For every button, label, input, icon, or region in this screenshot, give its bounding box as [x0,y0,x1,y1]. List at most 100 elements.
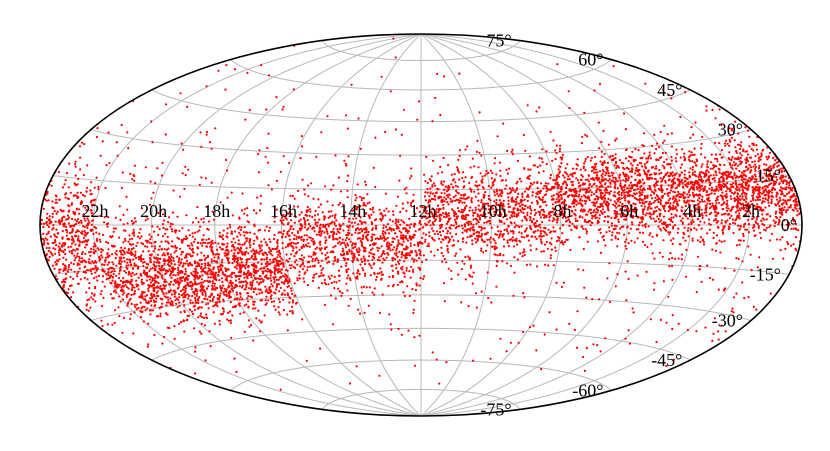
star-point [704,156,707,159]
star-point [748,176,751,180]
star-point [174,274,177,277]
star-point [303,245,306,248]
star-point [730,197,733,200]
star-point [702,171,705,175]
star-point [520,225,523,228]
star-point [669,231,672,234]
star-point [748,163,751,167]
star-point [756,189,759,192]
star-point [472,226,475,229]
star-point [747,129,750,132]
star-point [581,135,584,138]
star-point [132,258,135,261]
star-point [422,254,425,257]
star-point [587,190,591,194]
star-point [637,168,640,171]
star-point [525,227,528,230]
star-point [661,164,664,167]
star-point [785,223,788,226]
star-point [480,154,483,157]
star-point [360,227,363,230]
star-point [445,261,448,264]
star-point [327,260,331,264]
star-point [507,196,510,199]
star-point [429,224,432,227]
star-point [629,181,633,184]
star-point [458,171,461,174]
star-point [792,243,795,246]
star-point [461,227,464,230]
star-point [675,153,679,156]
star-point [338,279,341,282]
star-point [775,216,779,219]
star-point [564,171,567,174]
star-point [645,157,648,160]
star-point [592,201,595,204]
star-point [720,187,723,190]
star-point [668,174,671,178]
star-point [777,164,780,167]
star-point [208,330,211,333]
star-point [672,178,675,181]
star-point [713,192,716,195]
star-point [728,175,732,178]
star-point [626,166,629,169]
star-point [293,255,296,258]
star-point [411,257,414,260]
star-point [360,258,363,261]
star-point [792,199,795,203]
star-point [147,250,150,253]
star-point [778,171,781,174]
star-point [674,213,677,216]
star-point [243,208,246,211]
star-point [604,197,607,200]
star-point [635,208,638,211]
star-point [546,247,550,250]
star-point [693,153,696,156]
star-point [406,231,409,234]
star-point [107,241,110,245]
star-point [354,245,357,248]
star-point [445,227,448,230]
star-point [562,193,565,196]
star-point [627,232,631,235]
star-point [674,191,677,194]
star-point [452,179,455,182]
star-point [549,177,552,180]
star-point [524,149,527,152]
star-point [358,237,361,240]
star-point [763,228,766,231]
star-point [715,219,718,222]
star-point [334,245,337,248]
star-point [778,204,781,208]
star-point [595,201,598,204]
star-point [165,280,168,283]
star-point [263,238,266,241]
star-point [672,216,675,219]
star-point [356,237,359,240]
star-point [740,178,743,181]
star-point [663,167,666,170]
star-point [733,161,736,164]
star-point [551,159,554,162]
star-point [619,213,622,216]
star-point [300,245,303,249]
star-point [600,194,603,197]
star-point [231,271,234,274]
star-point [461,240,464,243]
star-point [625,187,629,190]
star-point [457,158,460,161]
star-point [763,172,766,175]
star-point [692,220,695,223]
star-point [574,208,577,212]
star-point [587,210,590,213]
star-point [475,234,478,238]
star-point [454,181,457,184]
star-point [335,232,338,236]
star-point [690,221,693,224]
star-point [369,274,372,277]
star-point [517,208,520,212]
star-point [700,178,703,181]
star-point [590,170,594,173]
star-point [402,236,405,239]
